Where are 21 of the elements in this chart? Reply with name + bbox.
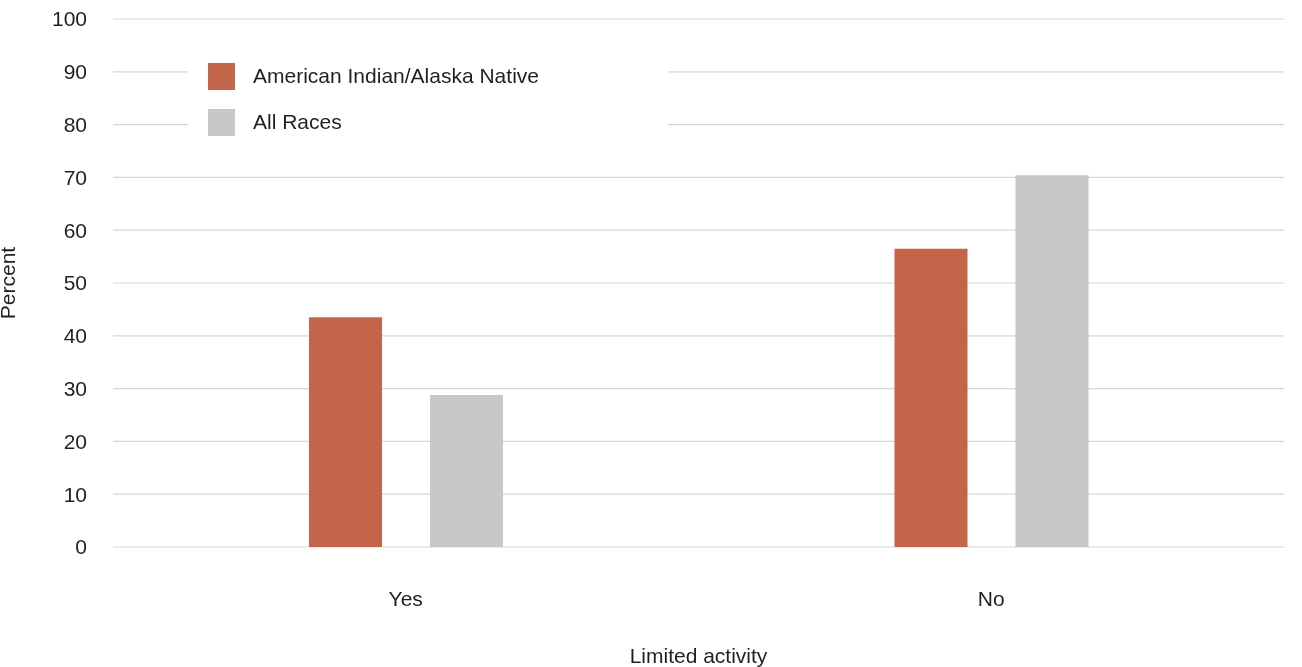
bar: [894, 248, 968, 547]
bar: [1015, 175, 1089, 547]
y-axis-title: Percent: [0, 246, 20, 320]
x-axis-title: Limited activity: [629, 644, 768, 667]
x-tick-label: No: [977, 586, 1005, 610]
bar: [430, 394, 503, 547]
y-tick-label: 100: [51, 7, 87, 31]
legend-label: All Races: [253, 110, 342, 134]
y-tick-label: 60: [63, 218, 87, 242]
y-tick-label: 80: [63, 113, 87, 137]
y-tick-label: 20: [63, 429, 87, 453]
y-tick-label: 40: [63, 324, 87, 348]
y-tick-label: 50: [63, 271, 87, 295]
y-tick-label: 90: [63, 60, 87, 84]
y-tick-label: 0: [75, 535, 87, 559]
y-tick-label: 70: [63, 165, 87, 189]
y-tick-label: 30: [63, 377, 87, 401]
y-tick-label: 10: [63, 482, 87, 506]
bar: [309, 317, 382, 547]
x-tick-label: Yes: [388, 586, 423, 610]
legend-label: American Indian/Alaska Native: [253, 64, 539, 88]
